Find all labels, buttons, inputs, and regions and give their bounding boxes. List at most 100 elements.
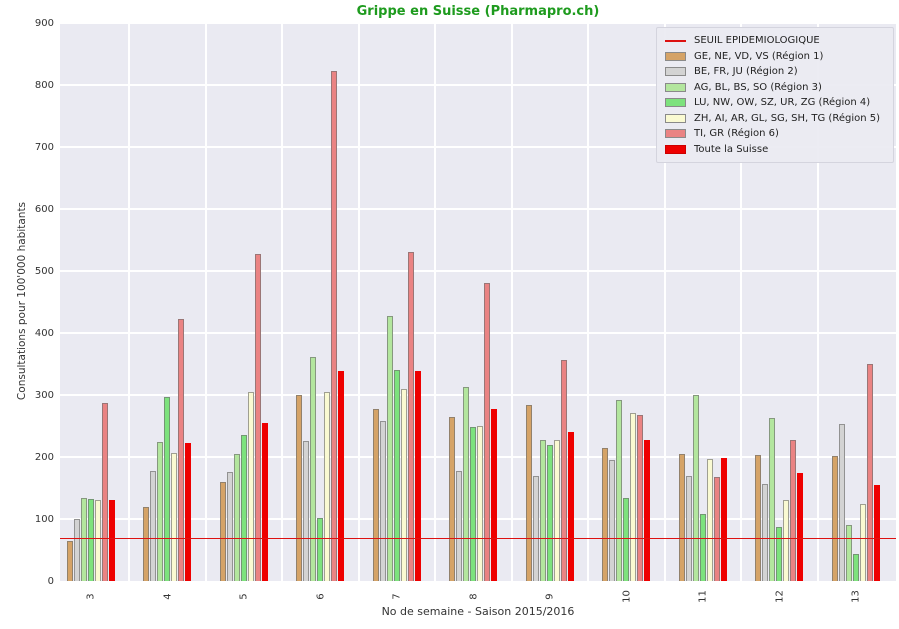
x-tick-week-13: 13 [850, 590, 862, 603]
gridline-y600 [60, 208, 896, 210]
y-tick-400: 400 [34, 328, 54, 339]
bar-week6-series4 [317, 518, 323, 581]
gridline-y800 [60, 84, 896, 86]
y-axis-label: Consultations pour 100'000 habitants [16, 201, 28, 401]
bar-week7-series2 [379, 421, 386, 581]
bar-week6-series6 [331, 70, 337, 581]
bar-week13-series2 [838, 423, 845, 581]
bar-week8-series4 [470, 426, 476, 581]
bar-week11-series2 [685, 475, 692, 581]
gridline-x [357, 23, 360, 581]
legend-item-series-6: TI, GR (Région 6) [665, 126, 885, 142]
series-swatch [665, 129, 686, 139]
series-swatch [665, 51, 686, 61]
bar-week6-series2 [303, 440, 309, 581]
y-tick-100: 100 [34, 514, 54, 525]
x-tick-week-11: 11 [697, 590, 709, 603]
bar-week12-series4 [776, 527, 782, 581]
bar-week3-series7 [108, 500, 115, 581]
legend-item-threshold: SEUIL EPIDEMIOLOGIQUE [665, 33, 885, 49]
bar-week5-series7 [261, 422, 268, 581]
bar-week8-series5 [477, 426, 483, 581]
bar-week8-series3 [463, 386, 469, 581]
bar-week8-series2 [456, 470, 462, 581]
bar-week12-series3 [769, 417, 775, 581]
x-tick-week-12: 12 [774, 590, 785, 603]
x-tick-week-7: 7 [391, 593, 403, 600]
series-swatch [665, 98, 686, 108]
y-tick-200: 200 [34, 452, 54, 463]
bar-week3-series6 [101, 403, 108, 581]
bar-week13-series1 [831, 455, 838, 581]
bar-week9-series4 [546, 444, 553, 581]
bar-week8-series7 [491, 408, 497, 581]
gridline-y400 [60, 332, 896, 334]
bar-week6-series5 [324, 391, 330, 581]
legend-label: LU, NW, OW, SZ, UR, ZG (Région 4) [694, 97, 871, 109]
gridline-y500 [60, 270, 896, 272]
legend-item-series-7: Toute la Suisse [665, 142, 885, 158]
bar-week10-series1 [602, 447, 608, 581]
gridline-x [510, 23, 513, 581]
bar-week9-series6 [560, 360, 567, 581]
bar-week4-series2 [150, 470, 156, 581]
gridline-x [816, 23, 819, 581]
series-swatch [665, 82, 686, 92]
legend-label: SEUIL EPIDEMIOLOGIQUE [694, 35, 820, 47]
bar-week5-series4 [240, 435, 247, 581]
bar-week7-series1 [372, 408, 379, 581]
bar-week11-series7 [720, 458, 727, 581]
bar-week12-series1 [755, 454, 761, 581]
legend-label: AG, BL, BS, SO (Région 3) [694, 81, 822, 93]
legend-item-series-4: LU, NW, OW, SZ, UR, ZG (Région 4) [665, 95, 885, 111]
gridline-x [281, 23, 284, 581]
bar-week13-series4 [852, 553, 859, 581]
series-swatch [665, 67, 686, 77]
bar-week4-series6 [178, 318, 184, 581]
gridline-x [204, 23, 207, 581]
bar-week6-series7 [338, 370, 344, 581]
bar-week4-series3 [157, 441, 163, 581]
y-tick-300: 300 [34, 390, 54, 401]
bar-week3-series4 [87, 499, 94, 581]
bar-week13-series3 [845, 524, 852, 581]
gridline-x [587, 23, 590, 581]
bar-week11-series3 [692, 395, 699, 581]
bar-week9-series2 [532, 475, 539, 581]
y-tick-900: 900 [34, 18, 54, 29]
bar-week13-series5 [859, 504, 866, 581]
bar-week7-series4 [393, 369, 400, 581]
bar-week10-series3 [616, 399, 622, 581]
gridline-y700 [60, 146, 896, 148]
bar-week10-series2 [609, 460, 615, 581]
x-tick-week-6: 6 [315, 593, 326, 600]
bar-week4-series5 [171, 453, 177, 581]
x-tick-week-3: 3 [85, 593, 97, 600]
epidemic-threshold-line [60, 537, 896, 539]
bar-week7-series3 [386, 315, 393, 581]
y-tick-800: 800 [34, 80, 54, 91]
x-axis-label: No de semaine - Saison 2015/2016 [381, 605, 575, 618]
bar-week5-series5 [247, 391, 254, 581]
bar-week5-series2 [226, 471, 233, 581]
legend-item-series-5: ZH, AI, AR, GL, SG, SH, TG (Région 5) [665, 111, 885, 127]
bar-week10-series5 [630, 412, 636, 581]
bar-week9-series3 [539, 440, 546, 581]
x-tick-week-5: 5 [238, 593, 250, 600]
legend-label: Toute la Suisse [694, 143, 769, 155]
legend: SEUIL EPIDEMIOLOGIQUE GE, NE, VD, VS (Rég… [656, 27, 894, 163]
bar-week3-series1 [66, 541, 73, 581]
bar-week3-series3 [80, 497, 87, 581]
series-swatch [665, 144, 686, 154]
bar-week7-series5 [400, 388, 407, 581]
gridline-x [128, 23, 131, 581]
bar-week10-series4 [623, 497, 629, 581]
legend-item-series-1: GE, NE, VD, VS (Région 1) [665, 49, 885, 65]
bar-week13-series6 [866, 364, 873, 581]
bar-week10-series6 [637, 415, 643, 581]
bar-week11-series1 [678, 453, 685, 581]
bar-week12-series6 [790, 440, 796, 581]
bar-week13-series7 [873, 484, 880, 581]
series-swatch [665, 113, 686, 123]
